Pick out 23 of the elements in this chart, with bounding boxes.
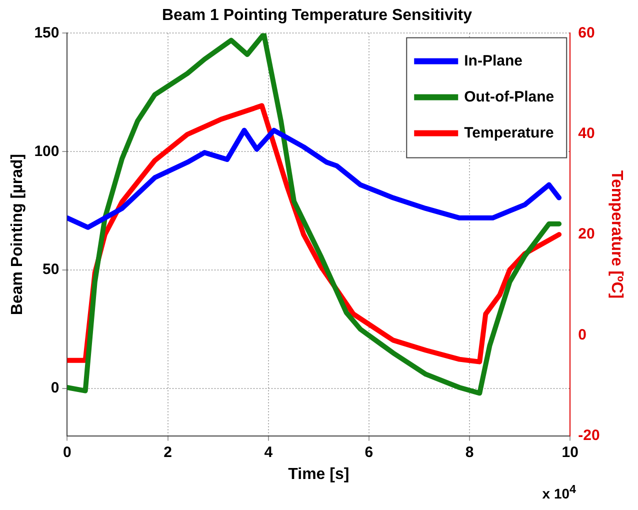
y-tick-label: 50 (42, 261, 60, 278)
y-tick-label: 0 (50, 380, 60, 397)
x-tick-label: 2 (164, 444, 172, 461)
y2-tick-label: 0 (578, 326, 586, 344)
chart-title: Beam 1 Pointing Temperature Sensitivity (162, 7, 472, 24)
x-tick-label: 4 (264, 444, 274, 461)
y2-tick-label: 40 (578, 124, 595, 142)
y-tick-label: 100 (34, 142, 60, 160)
text: x 10$^{4}$ (542, 483, 576, 502)
legend-label: Temperature (464, 124, 554, 142)
y2-tick-label: 20 (578, 226, 595, 243)
x-tick-label: 8 (465, 444, 474, 461)
x-tick-label: 0 (63, 444, 72, 461)
legend-label: Out-of-Plane (464, 88, 554, 106)
legend-label: In-Plane (464, 52, 522, 70)
y-tick-label: 150 (34, 24, 60, 42)
y2-axis-title: Temperature [ºC] (608, 170, 625, 299)
y2-tick-label: 60 (578, 24, 595, 42)
x-axis-title: Time [s] (288, 466, 350, 483)
x-tick-label: 6 (364, 444, 374, 461)
y2-tick-label: -20 (578, 426, 600, 444)
y-axis-title: Beam Pointing [µrad] (9, 154, 26, 316)
x-tick-label: 10 (562, 444, 578, 461)
